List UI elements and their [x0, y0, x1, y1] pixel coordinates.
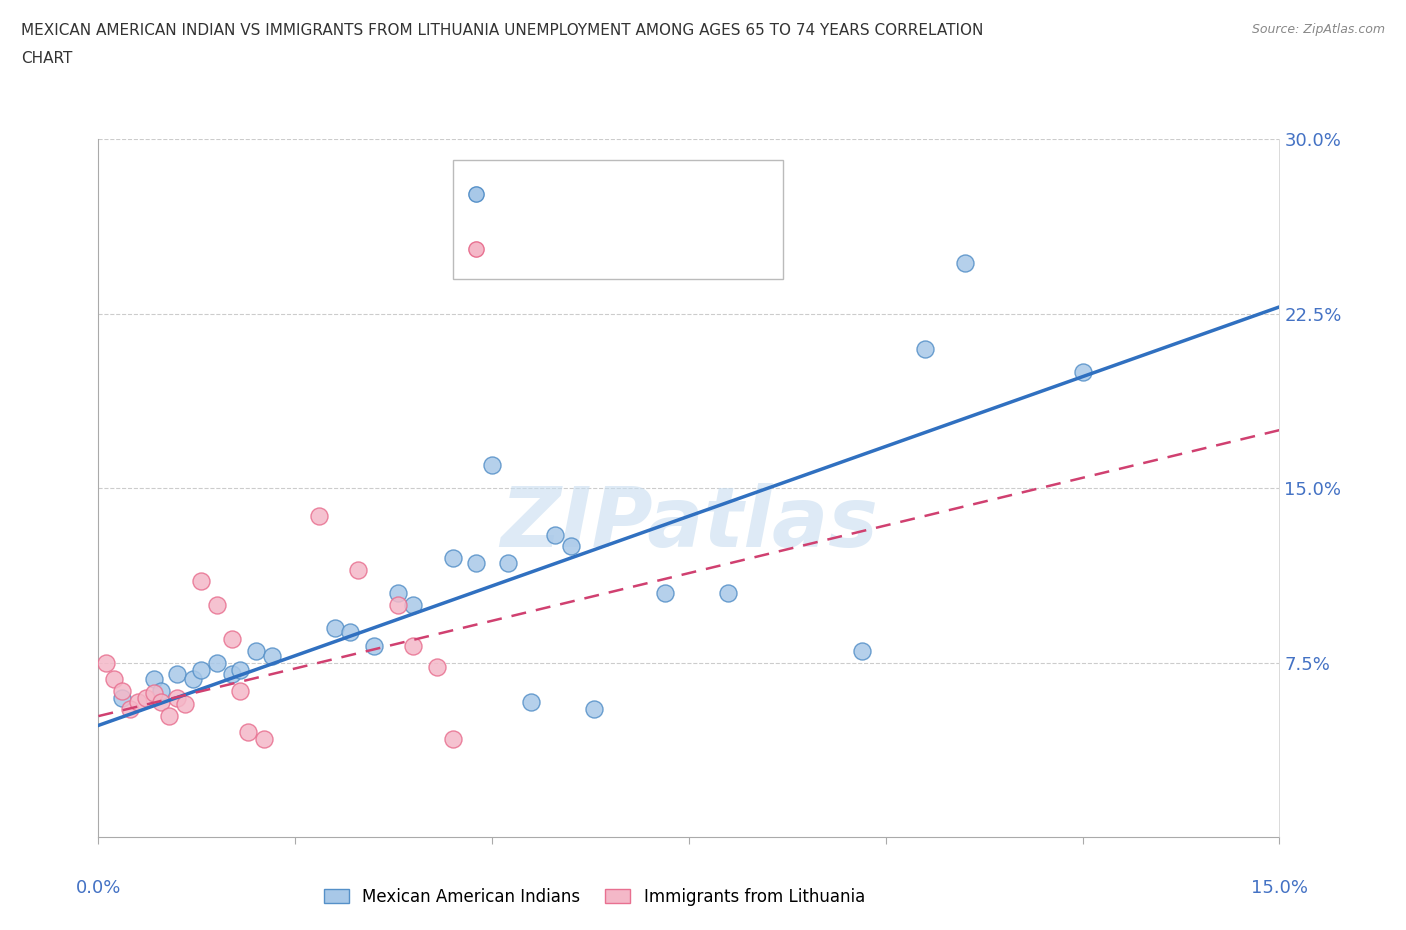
Point: [339, 625, 361, 640]
Point: [166, 690, 188, 705]
Point: [221, 632, 243, 647]
Point: [111, 683, 134, 698]
Point: [387, 586, 409, 601]
Point: [150, 695, 173, 710]
Text: 15.0%: 15.0%: [1251, 879, 1308, 897]
Point: [229, 683, 252, 698]
Point: [347, 562, 370, 577]
Point: [496, 555, 519, 570]
Point: [229, 662, 252, 677]
Point: [560, 539, 582, 554]
Point: [142, 671, 165, 686]
Point: [236, 725, 259, 740]
Point: [544, 527, 567, 542]
Point: [245, 644, 267, 658]
Point: [96, 656, 118, 671]
Point: [221, 667, 243, 682]
Text: Source: ZipAtlas.com: Source: ZipAtlas.com: [1251, 23, 1385, 36]
Point: [157, 709, 180, 724]
Point: [953, 256, 976, 271]
Point: [205, 597, 228, 612]
Point: [851, 644, 873, 658]
Point: [142, 685, 165, 700]
Point: [166, 667, 188, 682]
Point: [111, 690, 134, 705]
Text: ZIPatlas: ZIPatlas: [501, 483, 877, 564]
Point: [426, 660, 449, 675]
Point: [174, 698, 197, 712]
Point: [441, 732, 464, 747]
Point: [323, 620, 346, 635]
Text: MEXICAN AMERICAN INDIAN VS IMMIGRANTS FROM LITHUANIA UNEMPLOYMENT AMONG AGES 65 : MEXICAN AMERICAN INDIAN VS IMMIGRANTS FR…: [21, 23, 983, 38]
Point: [135, 690, 157, 705]
Point: [103, 671, 125, 686]
Point: [583, 701, 606, 716]
Point: [402, 639, 425, 654]
Point: [465, 555, 488, 570]
Point: [654, 586, 676, 601]
Point: [1071, 365, 1094, 379]
Point: [150, 683, 173, 698]
Point: [190, 662, 212, 677]
Legend: Mexican American Indians, Immigrants from Lithuania: Mexican American Indians, Immigrants fro…: [318, 881, 872, 912]
Point: [127, 695, 149, 710]
Point: [181, 671, 204, 686]
Point: [363, 639, 385, 654]
Point: [914, 341, 936, 356]
Point: [308, 509, 330, 524]
Point: [190, 574, 212, 589]
Point: [520, 695, 543, 710]
Text: CHART: CHART: [21, 51, 73, 66]
Point: [441, 551, 464, 565]
Point: [205, 656, 228, 671]
Text: 0.0%: 0.0%: [76, 879, 121, 897]
Point: [481, 458, 503, 472]
Point: [387, 597, 409, 612]
Point: [253, 732, 276, 747]
Point: [260, 648, 283, 663]
Point: [118, 701, 141, 716]
Point: [717, 586, 740, 601]
Point: [402, 597, 425, 612]
